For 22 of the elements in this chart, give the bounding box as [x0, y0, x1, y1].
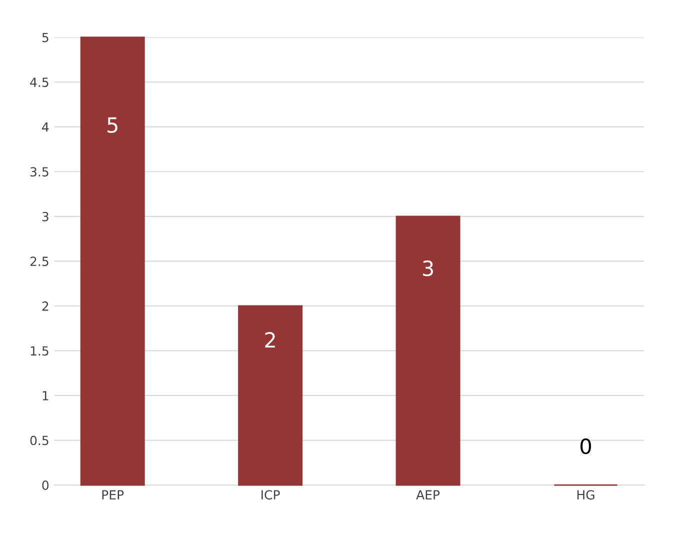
bar: [238, 305, 303, 486]
y-tick-label: 1.5: [30, 346, 48, 356]
data-label: 5: [108, 117, 118, 133]
bar: [396, 216, 460, 486]
y-tick-label: 0: [42, 480, 49, 490]
y-tick-label: 0.5: [30, 436, 48, 446]
x-tick-label: AEP: [416, 490, 440, 500]
y-tick-label: 4.5: [30, 78, 48, 88]
x-tick-label: HG: [577, 490, 594, 500]
y-tick-label: 1: [42, 391, 48, 400]
y-tick-label: 5: [42, 32, 48, 42]
y-tick-label: 4: [42, 122, 49, 132]
data-label: 2: [265, 332, 275, 348]
y-tick-label: 2.5: [30, 256, 48, 266]
x-tick-label: PEP: [102, 490, 124, 500]
y-tick-label: 3: [42, 212, 48, 222]
y-tick-label: 3.5: [30, 167, 48, 177]
data-label: 3: [422, 260, 433, 276]
x-tick-label: ICP: [262, 490, 280, 500]
bar: [80, 36, 145, 486]
data-label: 0: [580, 438, 591, 454]
y-tick-label: 2: [42, 301, 48, 311]
